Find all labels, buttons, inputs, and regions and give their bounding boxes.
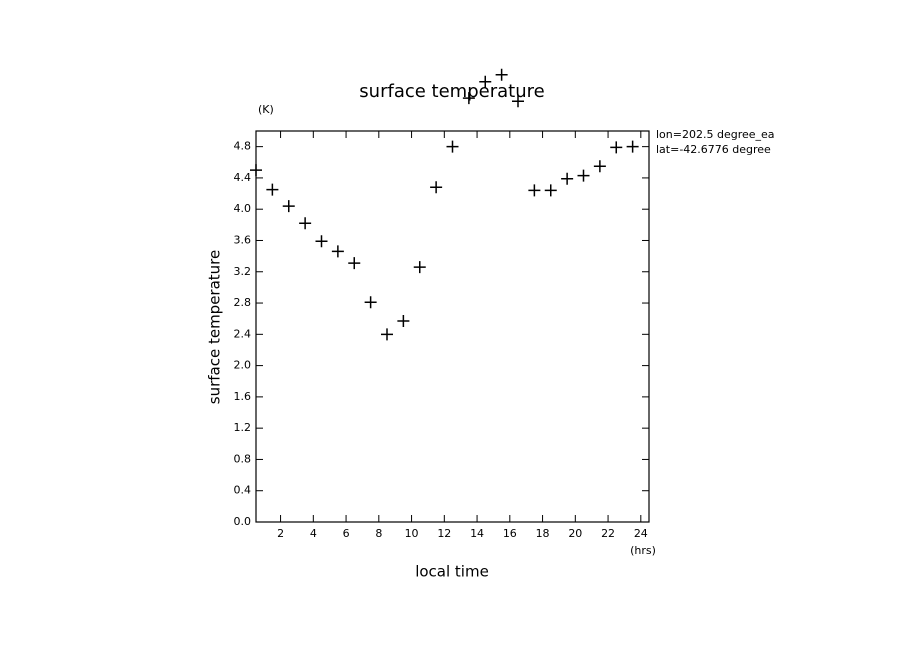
- y-tick-label: 3.6: [234, 233, 252, 246]
- y-tick-label: 2.4: [234, 327, 252, 340]
- y-tick-label: 4.4: [234, 171, 252, 184]
- point: [479, 75, 492, 88]
- point: [626, 140, 639, 153]
- x-tick-label: 14: [470, 527, 484, 540]
- x-tick-label: 4: [310, 527, 317, 540]
- point: [610, 141, 623, 154]
- point: [446, 140, 459, 153]
- x-tick-label: 18: [536, 527, 550, 540]
- point: [299, 217, 312, 230]
- x-tick-label: 10: [405, 527, 419, 540]
- point: [593, 160, 606, 173]
- annotation: lon=202.5 degree_ea: [656, 128, 775, 141]
- x-unit: (hrs): [630, 544, 656, 557]
- annotations: lon=202.5 degree_ea lat=-42.6776 degree: [656, 128, 775, 156]
- y-tick-label: 0.8: [234, 452, 252, 465]
- x-tick-label: 2: [277, 527, 284, 540]
- x-axis-label: local time: [415, 563, 489, 581]
- x-tick-label: 6: [343, 527, 350, 540]
- y-tick-label: 0.0: [234, 515, 252, 528]
- point: [577, 169, 590, 182]
- point: [544, 184, 557, 197]
- point: [315, 235, 328, 248]
- x-tick-label: 24: [634, 527, 648, 540]
- x-tick-label: 20: [568, 527, 582, 540]
- y-tick-label: 3.2: [234, 265, 252, 278]
- point: [348, 257, 361, 270]
- point: [430, 181, 443, 194]
- point: [413, 261, 426, 274]
- y-axis-label: surface temperature: [206, 250, 224, 405]
- point: [381, 328, 393, 341]
- x-tick-label: 8: [375, 527, 382, 540]
- y-tick-label: 2.8: [234, 296, 252, 309]
- point: [266, 183, 279, 196]
- y-tick-label: 4.0: [234, 202, 252, 215]
- x-tick-label: 22: [601, 527, 615, 540]
- point: [462, 92, 475, 105]
- y-tick-label: 1.2: [234, 421, 252, 434]
- y-unit: (K): [258, 103, 274, 116]
- point: [250, 164, 262, 177]
- point: [331, 245, 344, 258]
- annotation: lat=-42.6776 degree: [656, 143, 771, 156]
- y-tick-label: 0.4: [234, 484, 252, 497]
- y-tick-label: 4.8: [234, 140, 252, 153]
- point: [495, 68, 508, 81]
- point: [512, 95, 524, 108]
- point: [397, 315, 410, 328]
- point: [364, 296, 377, 309]
- y-tick-label: 1.6: [234, 390, 252, 403]
- point: [561, 172, 574, 185]
- plot-frame: [255, 130, 650, 523]
- point: [528, 184, 541, 197]
- point: [282, 200, 295, 213]
- chart-title: surface temperature: [359, 81, 544, 102]
- x-tick-label: 16: [503, 527, 517, 540]
- y-tick-label: 2.0: [234, 359, 252, 372]
- x-tick-label: 12: [437, 527, 451, 540]
